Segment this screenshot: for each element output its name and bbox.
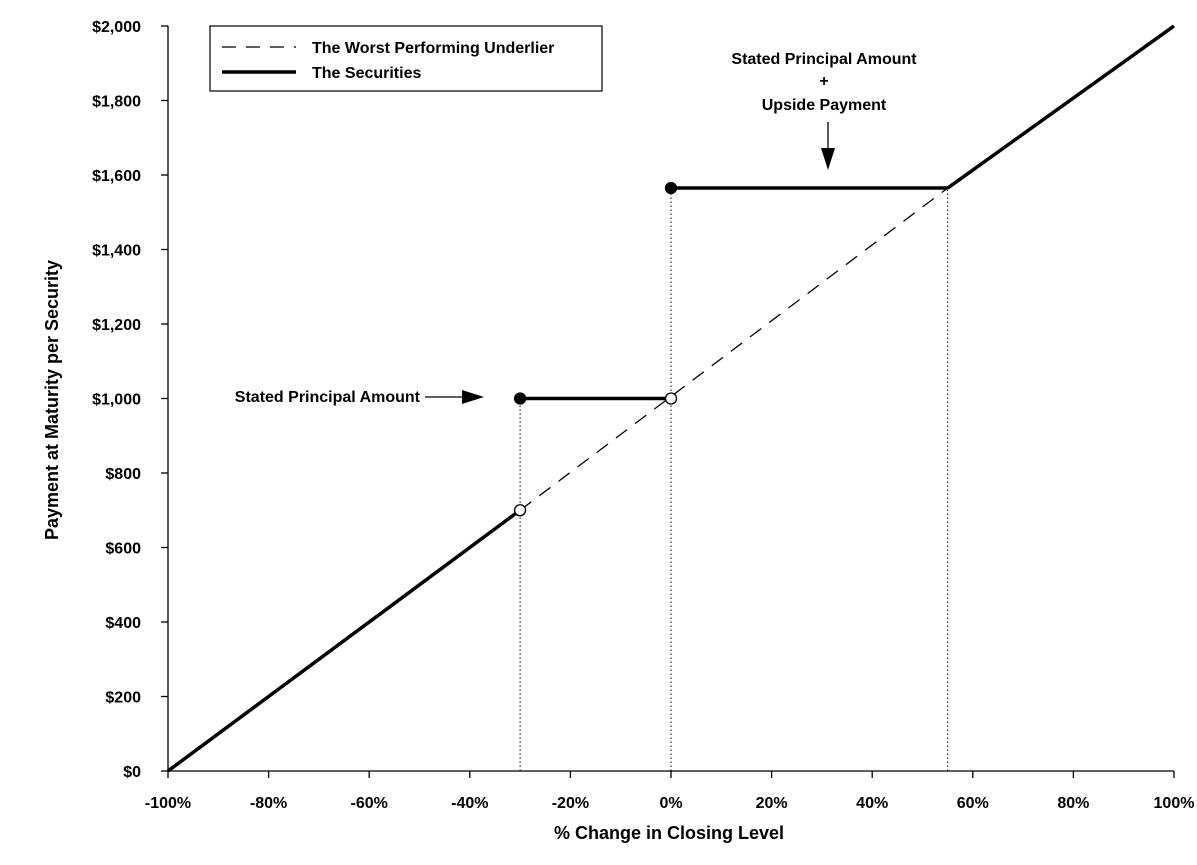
underlier-line [519, 187, 949, 511]
x-tick-label: 80% [1057, 795, 1089, 812]
x-tick-label: -80% [250, 795, 287, 812]
annotation-principal-arrowhead [462, 390, 484, 404]
x-axis-title: % Change in Closing Level [554, 823, 784, 843]
legend-label-securities: The Securities [312, 65, 421, 82]
y-tick-label: $400 [105, 615, 141, 632]
y-tick-label: $1,000 [92, 392, 141, 409]
y-tick-label: $2,000 [92, 19, 141, 36]
x-tick-label: -40% [451, 795, 488, 812]
legend-box [209, 25, 603, 92]
y-tick-label: $800 [105, 466, 141, 483]
marker-filled [664, 181, 678, 195]
y-tick-label: $0 [123, 764, 141, 781]
legend-label-underlier: The Worst Performing Underlier [312, 40, 554, 57]
series-lines [166, 24, 1176, 773]
x-tick-label: 20% [756, 795, 788, 812]
x-tick-label: -20% [552, 795, 589, 812]
y-tick-label: $1,400 [92, 243, 141, 260]
securities-segment [166, 508, 522, 773]
reference-lines [519, 188, 949, 771]
x-tick-label: -100% [145, 795, 191, 812]
x-tick-label: 100% [1154, 795, 1195, 812]
annotation-upside-line-2: + [819, 73, 828, 90]
annotations: Stated Principal Amount Stated Principal… [235, 51, 917, 406]
y-tick-label: $200 [105, 690, 141, 707]
x-tick-label: 40% [856, 795, 888, 812]
annotation-principal-label: Stated Principal Amount [235, 389, 421, 406]
x-tick-label: 0% [659, 795, 682, 812]
securities-segment [946, 24, 1176, 190]
annotation-upside-line-3: Upside Payment [762, 97, 887, 114]
tick-labels: $0 $200 $400 $600 $800 $1,000 $1,200 $1,400 $1,6… [92, 19, 1194, 812]
y-tick-label: $1,800 [92, 94, 141, 111]
y-tick-label: $600 [105, 541, 141, 558]
marker-filled [513, 392, 527, 405]
marker-open [664, 392, 678, 405]
x-tick-label: 60% [957, 795, 989, 812]
markers [513, 181, 678, 517]
annotation-upside-arrowhead [821, 148, 835, 170]
y-axis-title: Payment at Maturity per Security [42, 260, 62, 540]
axes [161, 25, 1175, 778]
annotation-upside-line-1: Stated Principal Amount [731, 51, 917, 68]
legend: The Worst Performing Underlier The Secur… [209, 25, 603, 92]
marker-open [513, 504, 527, 517]
y-tick-label: $1,600 [92, 168, 141, 185]
x-tick-label: -60% [351, 795, 388, 812]
y-tick-label: $1,200 [92, 317, 141, 334]
